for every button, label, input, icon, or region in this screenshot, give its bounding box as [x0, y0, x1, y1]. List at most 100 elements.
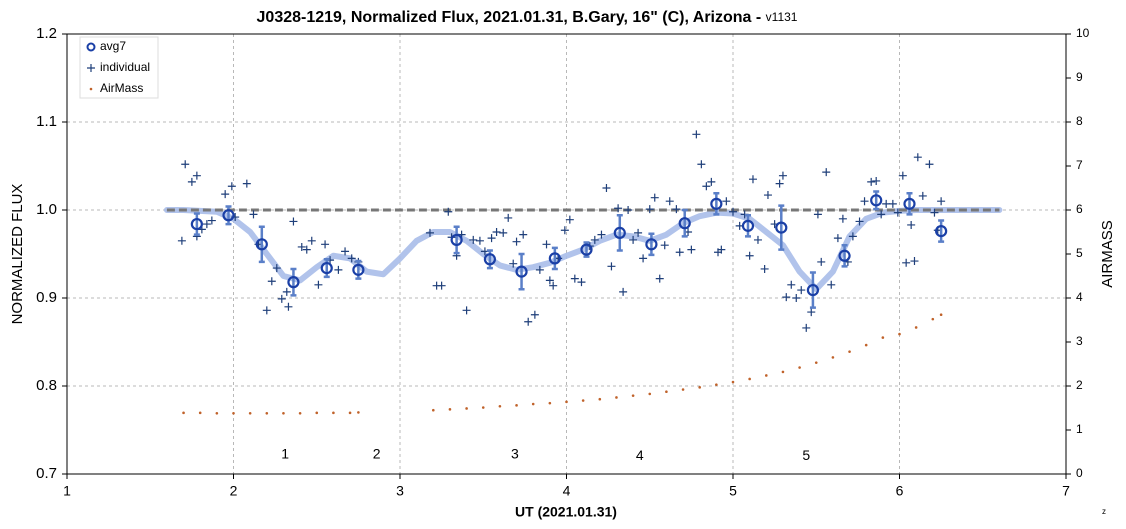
airmass-point [615, 396, 618, 399]
individual-point [282, 287, 291, 296]
annotation: 2 [373, 445, 381, 461]
airmass-point [581, 399, 585, 402]
airmass-point [731, 380, 735, 384]
error-bar [938, 219, 945, 243]
individual-point [893, 208, 902, 217]
error-bar [744, 214, 751, 238]
individual-point [707, 177, 716, 186]
x-tick-label: 1 [63, 483, 71, 499]
individual-point [888, 199, 897, 208]
y-tick-label: 0.8 [36, 377, 57, 394]
airmass-point [831, 356, 835, 359]
individual-point [314, 280, 323, 289]
individual-point [867, 177, 876, 186]
y2-tick-label: 2 [1076, 378, 1083, 392]
chart-title: J0328-1219, Normalized Flux, 2021.01.31,… [257, 9, 766, 26]
individual-point [930, 208, 939, 217]
avg7-point [741, 219, 755, 232]
airmass-point [332, 411, 335, 415]
airmass-point [265, 411, 269, 415]
avg7-point [838, 249, 851, 262]
avg7-point [806, 283, 820, 297]
avg7-point [903, 197, 916, 210]
individual-point [787, 280, 796, 289]
individual-point [262, 306, 271, 315]
legend-label: AirMass [100, 81, 143, 95]
individual-point [321, 240, 330, 249]
y-tick-label: 1.2 [36, 25, 57, 42]
airmass-point [432, 408, 435, 412]
individual-point [181, 160, 190, 169]
y-axis-label: NORMALIZED FLUX [9, 184, 26, 325]
individual-point [838, 214, 847, 223]
individual-point [512, 237, 521, 246]
annotation: 3 [511, 445, 519, 461]
individual-point [619, 287, 628, 296]
individual-point [347, 254, 356, 263]
individual-point [530, 310, 539, 319]
y2-tick-label: 10 [1076, 26, 1090, 40]
airmass-point [631, 394, 635, 397]
individual-point [492, 228, 501, 236]
individual-point [860, 197, 869, 206]
individual-point [425, 228, 434, 237]
error-bar [778, 204, 785, 251]
error-bar [841, 243, 848, 268]
individual-point [597, 230, 606, 239]
individual-point [660, 241, 669, 250]
individual-point [607, 262, 616, 271]
individual-point [297, 242, 306, 251]
error-bar [518, 252, 525, 291]
individual-point [753, 235, 762, 244]
individual-point [717, 245, 726, 254]
y-tick-label: 0.7 [36, 465, 57, 482]
individual-point [672, 205, 681, 214]
individual-point [629, 235, 638, 244]
airmass-point [232, 411, 235, 415]
y2-tick-label: 8 [1076, 114, 1083, 128]
airmass-point [748, 377, 751, 381]
airmass-point [598, 397, 602, 401]
individual-point [509, 259, 518, 268]
airmass-point [781, 370, 785, 374]
airmass-point [515, 404, 518, 407]
x-tick-label: 6 [896, 483, 904, 499]
individual-point [549, 281, 558, 290]
airmass-point [881, 336, 885, 339]
individual-point [813, 210, 822, 219]
x-tick-label: 3 [396, 483, 404, 499]
legend-marker [86, 42, 96, 52]
chart-title-group: J0328-1219, Normalized Flux, 2021.01.31,… [257, 9, 798, 26]
individual-point [634, 228, 643, 237]
individual-point [590, 235, 599, 244]
avg7-point [222, 209, 235, 222]
individual-point [855, 217, 864, 226]
individual-point [722, 197, 731, 206]
airmass-point [182, 411, 185, 415]
individual-point [763, 191, 772, 200]
individual-point [187, 177, 196, 186]
individual-point [833, 234, 842, 243]
individual-point [760, 264, 769, 273]
avg7-point [287, 276, 300, 289]
y2-tick-label: 4 [1076, 290, 1083, 304]
y2-tick-label: 6 [1076, 202, 1083, 216]
individual-point [797, 286, 806, 295]
airmass-point [814, 361, 818, 364]
individual-point [499, 228, 508, 237]
airmass-point [698, 386, 701, 389]
avg7-point [450, 233, 463, 247]
individual-point [289, 217, 298, 226]
individual-point [624, 206, 633, 214]
avg7-point [613, 226, 626, 239]
error-bar [713, 192, 720, 216]
individual-point [848, 232, 857, 241]
individual-point [227, 182, 236, 191]
individual-point [221, 190, 230, 199]
y2-tick-label: 9 [1076, 70, 1083, 84]
individual-point [913, 153, 922, 162]
annotation: 4 [636, 447, 644, 463]
airmass-point [548, 401, 552, 405]
legend: avg7 individual AirMass [79, 36, 159, 99]
